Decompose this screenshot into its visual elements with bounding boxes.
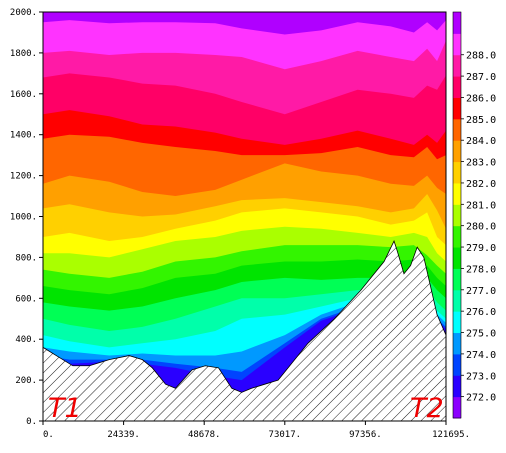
colorbar-label: 284.0 <box>466 136 496 147</box>
colorbar-frame <box>452 11 462 419</box>
colorbar-swatch <box>453 161 461 184</box>
colorbar-label: 281.0 <box>466 200 496 211</box>
colorbar-label: 272.0 <box>466 393 496 404</box>
colorbar-label: 278.0 <box>466 264 496 275</box>
y-tick-label: 400. <box>15 335 37 345</box>
x-tick-label: 121695. <box>432 430 470 440</box>
label-t1: T1 <box>48 393 82 424</box>
colorbar-swatch <box>453 353 461 376</box>
x-axis: 0. 24339. 48678. 73017. 97356. 121695. <box>42 421 470 440</box>
x-tick-label: 0. <box>43 430 54 440</box>
y-tick-label: 0. <box>26 417 37 427</box>
colorbar-swatch <box>453 118 461 141</box>
colorbar-swatch <box>453 76 461 98</box>
colorbar-label: 277.0 <box>466 286 496 297</box>
colorbar-label: 286.0 <box>466 93 496 104</box>
colorbar-label: 275.0 <box>466 329 496 340</box>
colorbar-swatch <box>453 268 461 291</box>
y-tick-label: 2000. <box>10 8 37 18</box>
colorbar-swatch <box>453 289 461 312</box>
colorbar-swatch <box>453 182 461 205</box>
y-tick-label: 1400. <box>10 131 37 141</box>
y-tick-label: 800. <box>15 253 37 263</box>
terrain-layer <box>43 239 446 421</box>
x-tick-label: 24339. <box>107 430 140 440</box>
colorbar-swatch <box>453 225 461 248</box>
colorbar-swatch <box>453 332 461 355</box>
y-tick-label: 1600. <box>10 90 37 100</box>
y-tick-label: 1000. <box>10 213 37 223</box>
colorbar-swatch <box>453 140 461 163</box>
colorbar-swatch <box>453 97 461 120</box>
colorbar-label: 273.0 <box>466 371 496 382</box>
colorbar-swatch <box>453 12 461 34</box>
colorbar-swatch <box>453 54 461 77</box>
colorbar-label: 276.0 <box>466 307 496 318</box>
x-tick-label: 97356. <box>349 430 382 440</box>
colorbar-label: 274.0 <box>466 350 496 361</box>
colorbar-swatch <box>453 396 461 419</box>
colorbar-label: 287.0 <box>466 72 496 83</box>
x-tick-label: 48678. <box>188 430 221 440</box>
terrain <box>43 239 446 421</box>
colorbar-swatch <box>453 375 461 398</box>
y-tick-label: 1200. <box>10 172 37 182</box>
colorbar-label: 283.0 <box>466 158 496 169</box>
y-tick-label: 1800. <box>10 49 37 59</box>
y-axis: 0. 200. 400. 600. 800. 1000. 1200. 1400. 1600. 18… <box>10 8 43 427</box>
label-t2: T2 <box>410 393 444 424</box>
colorbar-swatch <box>453 311 461 334</box>
colorbar-swatch <box>453 247 461 269</box>
colorbar: 272.0 273.0 274.0 275.0 276.0 277.0 278.0 279.0… <box>452 11 496 419</box>
colorbar-swatch <box>453 33 461 56</box>
y-tick-label: 600. <box>15 294 37 304</box>
colorbar-label: 280.0 <box>466 222 496 233</box>
colorbar-swatch <box>453 204 461 227</box>
colorbar-label: 279.0 <box>466 243 496 254</box>
colorbar-label: 282.0 <box>466 179 496 190</box>
colorbar-label: 285.0 <box>466 115 496 126</box>
y-tick-label: 200. <box>15 376 37 386</box>
x-tick-label: 73017. <box>269 430 302 440</box>
colorbar-label: 288.0 <box>466 51 496 62</box>
